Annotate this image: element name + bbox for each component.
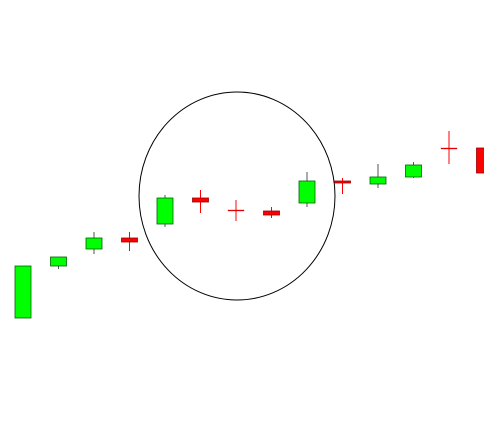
- candle-body: [298, 180, 316, 204]
- candle-body: [263, 210, 280, 216]
- highlight-circle: [138, 91, 336, 301]
- candle-body: [334, 180, 351, 184]
- candle-body: [405, 164, 422, 178]
- candle-body: [476, 147, 484, 174]
- candle-body: [192, 197, 209, 203]
- candle-body: [121, 237, 138, 243]
- candle-body: [369, 176, 387, 185]
- candle-body: [227, 209, 245, 212]
- candle-body: [85, 237, 103, 250]
- candle-body: [440, 147, 458, 150]
- candle-body: [14, 265, 32, 319]
- candle-body: [156, 197, 174, 225]
- candle-body: [50, 256, 67, 267]
